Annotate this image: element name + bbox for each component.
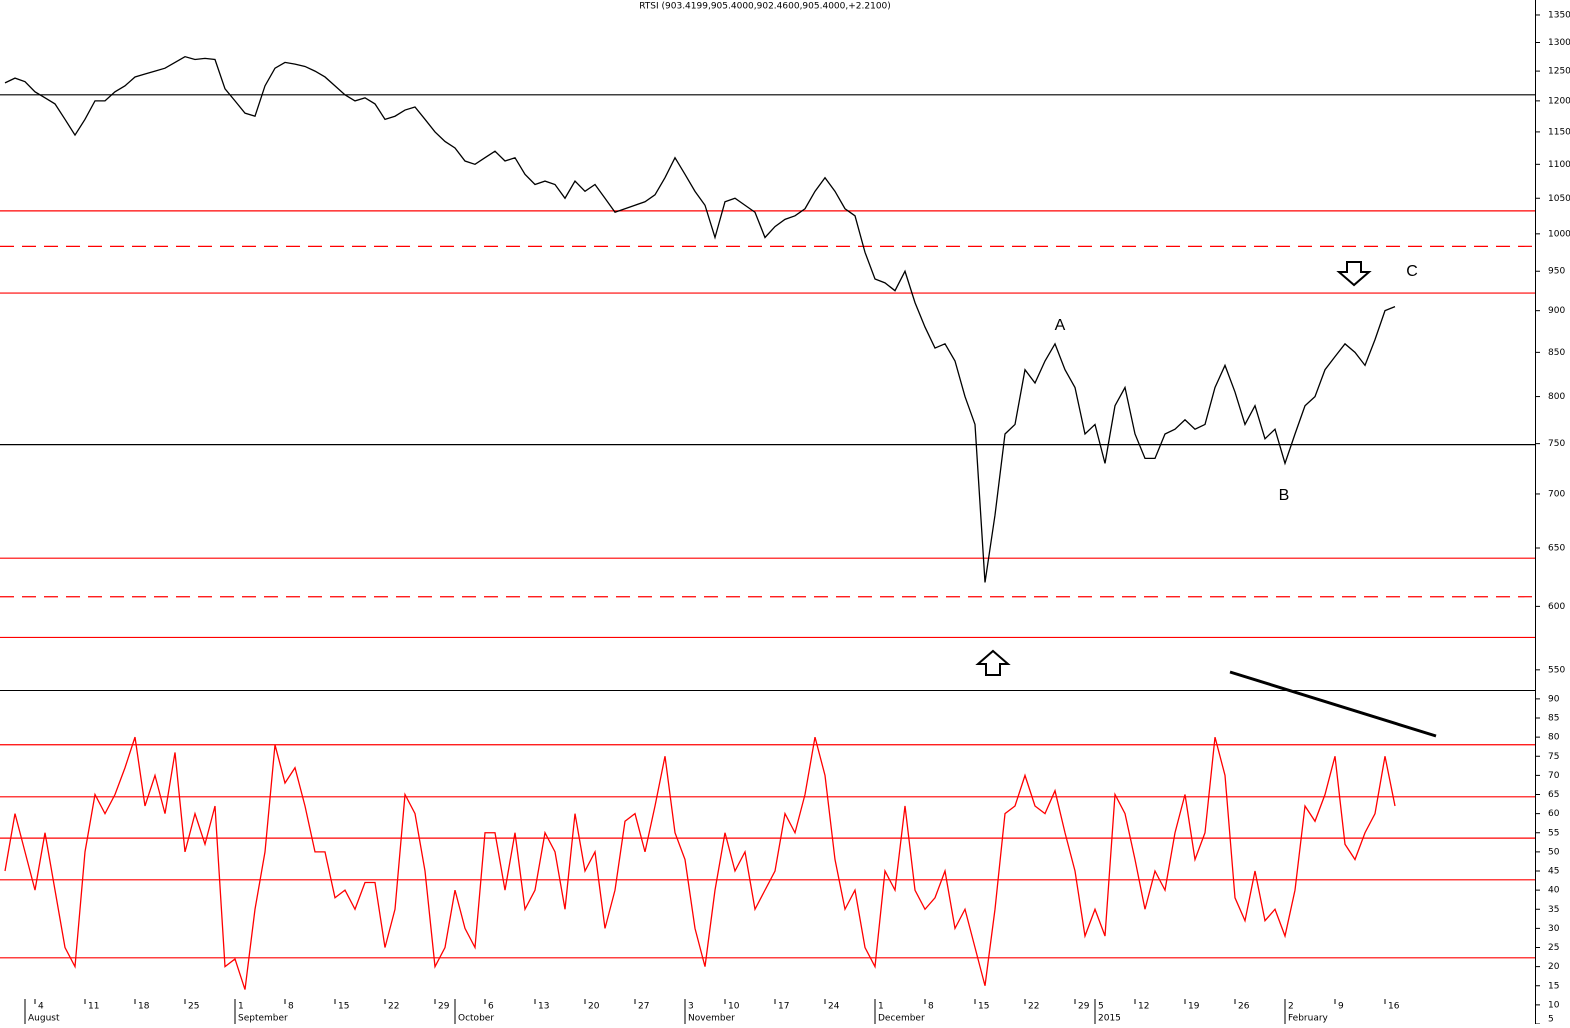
down-arrow <box>1336 261 1372 287</box>
y-tick-label: 750 <box>1548 439 1565 449</box>
x-tick-label: 25 <box>188 1002 199 1012</box>
month-label: August <box>28 1014 60 1024</box>
y-tick-label: 1100 <box>1548 160 1570 170</box>
y-tick-label: 850 <box>1548 348 1565 358</box>
y-tick-label: 550 <box>1548 665 1565 675</box>
x-tick-label: 11 <box>88 1002 99 1012</box>
x-tick-label: 6 <box>488 1002 494 1012</box>
x-tick-label: 19 <box>1188 1002 1200 1012</box>
annotation: A <box>1055 317 1066 334</box>
month-label: October <box>458 1014 494 1024</box>
x-tick-label: 5 <box>1098 1002 1104 1012</box>
y-tick-label: 80 <box>1548 733 1560 743</box>
y-tick-label: 40 <box>1548 886 1560 896</box>
y-tick-label: 50 <box>1548 847 1560 857</box>
x-tick-label: 27 <box>638 1002 649 1012</box>
y-tick-label: 800 <box>1548 392 1565 402</box>
x-tick-label: 4 <box>38 1002 44 1012</box>
x-tick-label: 29 <box>1078 1002 1090 1012</box>
chart-title: RTSI (903.4199,905.4000,902.4600,905.400… <box>639 2 891 12</box>
data-line <box>4 55 1396 583</box>
x-tick-label: 9 <box>1338 1002 1344 1012</box>
trend-line <box>1229 670 1437 738</box>
x-tick-label: 1 <box>878 1002 884 1012</box>
month-label: 2015 <box>1098 1014 1121 1024</box>
x-tick-label: 17 <box>778 1002 789 1012</box>
x-tick-label: 22 <box>1028 1002 1039 1012</box>
x-tick-label: 3 <box>688 1002 694 1012</box>
x-tick-label: 16 <box>1388 1002 1400 1012</box>
y-tick-label: 1250 <box>1548 67 1570 77</box>
y-tick-label: 950 <box>1548 267 1565 277</box>
x-tick-label: 20 <box>588 1002 600 1012</box>
y-tick-label: 60 <box>1548 809 1560 819</box>
y-tick-label: 85 <box>1548 714 1559 724</box>
x-tick-label: 29 <box>438 1002 450 1012</box>
y-tick-label: 700 <box>1548 489 1565 499</box>
month-label: February <box>1288 1014 1329 1024</box>
y-tick-label: 1050 <box>1548 194 1570 204</box>
x-tick-label: 22 <box>388 1002 399 1012</box>
x-tick-label: 18 <box>138 1002 150 1012</box>
x-tick-label: 13 <box>538 1002 549 1012</box>
y-tick-label: 15 <box>1548 981 1559 991</box>
y-tick-label: 1350 <box>1548 10 1570 20</box>
y-tick-label: 5 <box>1548 1015 1554 1025</box>
y-tick-label: 1300 <box>1548 38 1570 48</box>
y-tick-label: 70 <box>1548 771 1560 781</box>
annotation: C <box>1406 263 1418 280</box>
y-tick-label: 20 <box>1548 962 1560 972</box>
x-tick-label: 26 <box>1238 1002 1250 1012</box>
month-label: September <box>238 1014 288 1024</box>
y-tick-label: 1000 <box>1548 229 1570 239</box>
y-tick-label: 600 <box>1548 602 1565 612</box>
y-tick-label: 25 <box>1548 943 1559 953</box>
y-tick-label: 1200 <box>1548 96 1570 106</box>
x-tick-label: 8 <box>288 1002 294 1012</box>
y-tick-label: 900 <box>1548 306 1565 316</box>
y-tick-label: 30 <box>1548 924 1560 934</box>
x-tick-label: 12 <box>1138 1002 1149 1012</box>
x-tick-label: 15 <box>338 1002 349 1012</box>
y-tick-label: 10 <box>1548 1000 1560 1010</box>
month-label: December <box>878 1014 925 1024</box>
y-tick-label: 650 <box>1548 544 1565 554</box>
up-arrow <box>975 649 1011 676</box>
y-tick-label: 65 <box>1548 790 1559 800</box>
month-label: November <box>688 1014 735 1024</box>
x-tick-label: 2 <box>1288 1002 1294 1012</box>
x-tick-label: 1 <box>238 1002 244 1012</box>
y-tick-label: 55 <box>1548 828 1559 838</box>
annotation: B <box>1279 487 1290 504</box>
x-tick-label: 24 <box>828 1002 840 1012</box>
y-tick-label: 45 <box>1548 867 1559 877</box>
x-tick-label: 15 <box>978 1002 989 1012</box>
y-tick-label: 75 <box>1548 752 1559 762</box>
y-tick-label: 35 <box>1548 905 1559 915</box>
y-tick-label: 1150 <box>1548 127 1570 137</box>
data-line <box>4 736 1396 990</box>
x-tick-label: 10 <box>728 1002 740 1012</box>
x-tick-label: 8 <box>928 1002 934 1012</box>
y-tick-label: 90 <box>1548 694 1560 704</box>
